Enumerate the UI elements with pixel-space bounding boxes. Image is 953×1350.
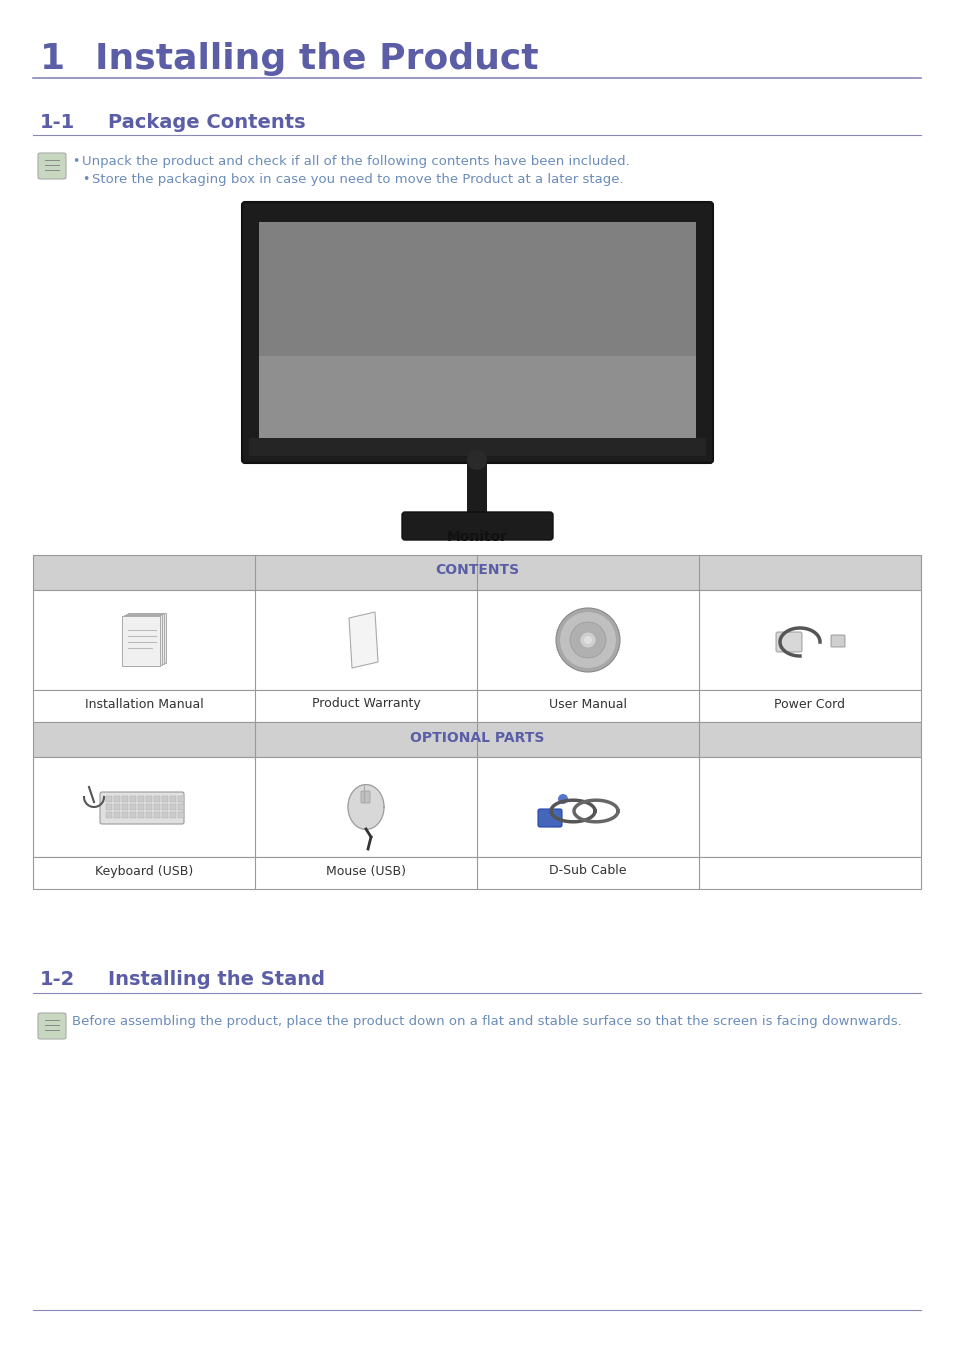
Bar bbox=[33, 857, 920, 890]
FancyBboxPatch shape bbox=[830, 634, 844, 647]
Bar bbox=[113, 796, 120, 802]
Bar bbox=[122, 796, 128, 802]
Text: Before assembling the product, place the product down on a flat and stable surfa: Before assembling the product, place the… bbox=[71, 1015, 901, 1027]
Text: Store the packaging box in case you need to move the Product at a later stage.: Store the packaging box in case you need… bbox=[91, 173, 623, 186]
Bar bbox=[170, 796, 175, 802]
Bar bbox=[170, 811, 175, 818]
Bar bbox=[138, 805, 144, 810]
Text: 1-2: 1-2 bbox=[40, 971, 75, 990]
Text: •: • bbox=[71, 155, 79, 167]
Bar bbox=[130, 796, 136, 802]
Text: Monitor: Monitor bbox=[446, 531, 507, 544]
Bar bbox=[153, 811, 160, 818]
Text: •: • bbox=[82, 173, 90, 186]
Bar bbox=[33, 590, 920, 690]
Text: 1: 1 bbox=[40, 42, 65, 76]
Bar bbox=[178, 796, 184, 802]
Bar bbox=[153, 805, 160, 810]
Text: CONTENTS: CONTENTS bbox=[435, 563, 518, 578]
Polygon shape bbox=[348, 784, 384, 829]
Text: Keyboard (USB): Keyboard (USB) bbox=[94, 864, 193, 878]
Bar bbox=[33, 690, 920, 722]
Bar bbox=[122, 805, 128, 810]
Polygon shape bbox=[349, 612, 377, 668]
Bar bbox=[170, 805, 175, 810]
Bar bbox=[130, 811, 136, 818]
FancyBboxPatch shape bbox=[360, 791, 370, 803]
Bar bbox=[33, 555, 920, 590]
Bar bbox=[162, 796, 168, 802]
FancyBboxPatch shape bbox=[401, 512, 553, 540]
Bar bbox=[33, 757, 920, 857]
Bar bbox=[33, 722, 920, 757]
Bar bbox=[162, 805, 168, 810]
Bar bbox=[249, 437, 705, 456]
FancyBboxPatch shape bbox=[242, 202, 712, 463]
Circle shape bbox=[583, 636, 592, 644]
Text: Power Cord: Power Cord bbox=[774, 698, 844, 710]
Circle shape bbox=[467, 450, 486, 470]
Text: 1-1: 1-1 bbox=[40, 113, 75, 132]
Text: Unpack the product and check if all of the following contents have been included: Unpack the product and check if all of t… bbox=[82, 155, 629, 167]
Bar bbox=[178, 811, 184, 818]
FancyBboxPatch shape bbox=[38, 153, 66, 180]
Bar bbox=[106, 796, 112, 802]
FancyBboxPatch shape bbox=[124, 616, 162, 666]
Text: Package Contents: Package Contents bbox=[108, 113, 305, 132]
Bar bbox=[106, 805, 112, 810]
Circle shape bbox=[558, 794, 567, 805]
Text: Product Warranty: Product Warranty bbox=[312, 698, 420, 710]
FancyBboxPatch shape bbox=[38, 1012, 66, 1040]
FancyBboxPatch shape bbox=[122, 616, 160, 666]
Bar bbox=[467, 460, 486, 514]
FancyBboxPatch shape bbox=[100, 792, 184, 824]
Bar bbox=[138, 796, 144, 802]
Text: Installation Manual: Installation Manual bbox=[85, 698, 203, 710]
Circle shape bbox=[579, 632, 596, 648]
Bar bbox=[146, 796, 152, 802]
Bar bbox=[146, 805, 152, 810]
Text: OPTIONAL PARTS: OPTIONAL PARTS bbox=[410, 730, 543, 744]
Bar bbox=[178, 805, 184, 810]
FancyBboxPatch shape bbox=[775, 632, 801, 652]
Bar bbox=[146, 811, 152, 818]
Circle shape bbox=[559, 612, 616, 668]
Bar bbox=[153, 796, 160, 802]
Text: Installing the Stand: Installing the Stand bbox=[108, 971, 325, 990]
Bar bbox=[258, 356, 696, 446]
Circle shape bbox=[556, 608, 619, 672]
FancyBboxPatch shape bbox=[126, 614, 164, 664]
Bar bbox=[113, 805, 120, 810]
Text: User Manual: User Manual bbox=[548, 698, 626, 710]
Bar bbox=[258, 221, 696, 446]
Bar bbox=[106, 811, 112, 818]
Bar bbox=[138, 811, 144, 818]
Bar bbox=[130, 805, 136, 810]
Circle shape bbox=[569, 622, 605, 657]
Text: D-Sub Cable: D-Sub Cable bbox=[549, 864, 626, 878]
FancyBboxPatch shape bbox=[537, 809, 561, 828]
FancyBboxPatch shape bbox=[128, 613, 166, 663]
Bar bbox=[122, 811, 128, 818]
Bar bbox=[162, 811, 168, 818]
Text: Installing the Product: Installing the Product bbox=[95, 42, 538, 76]
Bar bbox=[113, 811, 120, 818]
Text: Mouse (USB): Mouse (USB) bbox=[326, 864, 406, 878]
